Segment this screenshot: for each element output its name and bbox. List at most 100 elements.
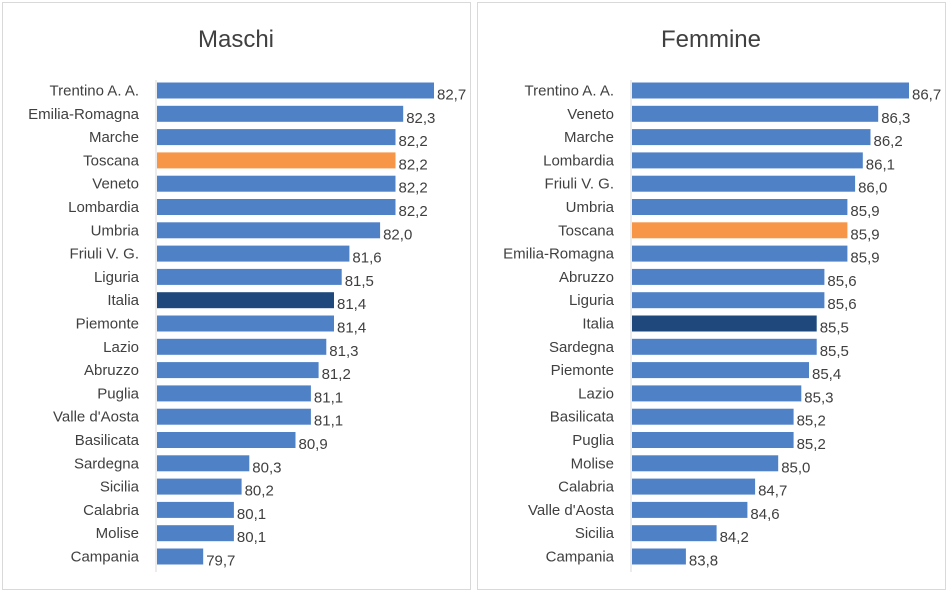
maschi-value-label-piemonte: 81,4 (337, 320, 366, 337)
femmine-value-label-calabria: 84,7 (758, 483, 787, 500)
maschi-category-label-marche: Marche (89, 129, 139, 146)
femmine-title: Femmine (661, 26, 761, 53)
maschi-bar-lazio (157, 338, 327, 355)
maschi-title: Maschi (198, 26, 274, 53)
femmine-category-label-italia: Italia (582, 316, 614, 333)
maschi-value-label-lombardia: 82,2 (399, 203, 428, 220)
maschi-value-label-toscana: 82,2 (399, 156, 428, 173)
femmine-value-label-sardegna: 85,5 (820, 343, 849, 360)
femmine-value-label-emilia-romagna: 85,9 (850, 250, 879, 267)
maschi-bar-veneto (157, 175, 396, 192)
maschi-category-label-puglia: Puglia (97, 385, 139, 402)
maschi-category-label-campania: Campania (71, 549, 140, 566)
femmine-value-label-molise: 85,0 (781, 459, 810, 476)
femmine-bar-sardegna (632, 338, 817, 355)
femmine-value-label-marche: 86,2 (874, 133, 903, 150)
femmine-category-label-sicilia: Sicilia (575, 525, 615, 542)
maschi-bar-friuli-v-g (157, 245, 350, 262)
maschi-category-label-abruzzo: Abruzzo (84, 362, 139, 379)
femmine-value-label-trentino-a-a: 86,7 (912, 87, 941, 104)
femmine-value-label-liguria: 85,6 (827, 296, 856, 313)
femmine-category-label-emilia-romagna: Emilia-Romagna (503, 246, 615, 263)
maschi-category-label-basilicata: Basilicata (75, 432, 140, 449)
maschi-category-label-veneto: Veneto (92, 176, 139, 193)
maschi-category-label-toscana: Toscana (83, 152, 140, 169)
maschi-value-label-italia: 81,4 (337, 296, 366, 313)
maschi-value-label-umbria: 82,0 (383, 226, 412, 243)
maschi-category-label-liguria: Liguria (94, 269, 140, 286)
maschi-bar-abruzzo (157, 362, 319, 379)
maschi-category-label-trentino-a-a: Trentino A. A. (50, 83, 140, 100)
femmine-bar-toscana (632, 222, 848, 239)
femmine-bar-basilicata (632, 408, 794, 425)
femmine-category-label-trentino-a-a: Trentino A. A. (525, 83, 615, 100)
femmine-category-label-liguria: Liguria (569, 292, 615, 309)
maschi-value-label-campania: 79,7 (206, 553, 235, 570)
femmine-category-label-sardegna: Sardegna (549, 339, 615, 356)
femmine-value-label-toscana: 85,9 (850, 226, 879, 243)
femmine-bar-liguria (632, 292, 825, 309)
maschi-value-label-veneto: 82,2 (399, 180, 428, 197)
femmine-value-label-italia: 85,5 (820, 320, 849, 337)
femmine-bar-campania (632, 548, 686, 565)
maschi-bar-sicilia (157, 478, 242, 495)
femmine-category-label-basilicata: Basilicata (550, 409, 615, 426)
femmine-category-label-veneto: Veneto (567, 106, 614, 123)
maschi-category-label-sicilia: Sicilia (100, 479, 140, 496)
femmine-category-label-umbria: Umbria (566, 199, 615, 216)
maschi-bar-basilicata (157, 432, 296, 448)
femmine-bar-puglia (632, 432, 794, 448)
chart-panel-maschi: Maschi Trentino A. A. 82,7 Emilia-Romagna 82… (2, 2, 471, 590)
maschi-value-label-emilia-romagna: 82,3 (406, 110, 435, 127)
maschi-value-label-sardegna: 80,3 (252, 459, 281, 476)
maschi-bar-molise (157, 525, 234, 542)
maschi-category-label-piemonte: Piemonte (76, 316, 139, 333)
maschi-category-label-calabria: Calabria (83, 502, 140, 519)
femmine-category-label-piemonte: Piemonte (551, 362, 614, 379)
femmine-category-label-lazio: Lazio (578, 385, 614, 402)
maschi-bar-sardegna (157, 455, 250, 472)
maschi-category-label-lazio: Lazio (103, 339, 139, 356)
maschi-value-label-trentino-a-a: 82,7 (437, 87, 466, 104)
maschi-value-label-lazio: 81,3 (329, 343, 358, 360)
femmine-category-label-calabria: Calabria (558, 479, 615, 496)
femmine-value-label-veneto: 86,3 (881, 110, 910, 127)
maschi-bar-liguria (157, 268, 342, 285)
femmine-bar-umbria (632, 199, 848, 215)
maschi-bar-calabria (157, 501, 234, 518)
femmine-category-label-campania: Campania (546, 549, 615, 566)
maschi-category-label-sardegna: Sardegna (74, 455, 140, 472)
femmine-category-label-lombardia: Lombardia (543, 152, 615, 169)
femmine-category-label-marche: Marche (564, 129, 614, 146)
femmine-value-label-umbria: 85,9 (850, 203, 879, 220)
femmine-value-label-lazio: 85,3 (804, 389, 833, 406)
maschi-value-label-friuli-v-g: 81,6 (352, 250, 381, 267)
maschi-category-label-lombardia: Lombardia (68, 199, 140, 216)
femmine-value-label-abruzzo: 85,6 (827, 273, 856, 290)
maschi-bar-lombardia (157, 199, 396, 215)
maschi-category-label-umbria: Umbria (91, 222, 140, 239)
maschi-value-label-basilicata: 80,9 (299, 436, 328, 453)
maschi-value-label-valle-d-aosta: 81,1 (314, 413, 343, 430)
maschi-category-label-emilia-romagna: Emilia-Romagna (28, 106, 140, 123)
chart-femmine-svg: Femmine Trentino A. A. 86,7 Veneto 86,3 March… (503, 26, 941, 572)
femmine-value-label-lombardia: 86,1 (866, 156, 895, 173)
chart-maschi-svg: Maschi Trentino A. A. 82,7 Emilia-Romagna 82… (28, 26, 466, 572)
maschi-value-label-calabria: 80,1 (237, 506, 266, 523)
maschi-value-label-liguria: 81,5 (345, 273, 374, 290)
maschi-value-label-puglia: 81,1 (314, 389, 343, 406)
maschi-bar-umbria (157, 222, 381, 239)
maschi-category-label-molise: Molise (96, 525, 139, 542)
maschi-value-label-marche: 82,2 (399, 133, 428, 150)
femmine-bar-calabria (632, 478, 756, 495)
maschi-bar-campania (157, 548, 204, 565)
maschi-bar-italia (157, 292, 334, 309)
maschi-bar-toscana (157, 152, 396, 169)
femmine-value-label-campania: 83,8 (689, 553, 718, 570)
femmine-value-label-valle-d-aosta: 84,6 (750, 506, 779, 523)
femmine-bar-abruzzo (632, 268, 825, 285)
femmine-bar-lombardia (632, 152, 863, 169)
femmine-bar-piemonte (632, 362, 809, 379)
femmine-bar-lazio (632, 385, 802, 402)
maschi-bar-marche (157, 129, 396, 146)
